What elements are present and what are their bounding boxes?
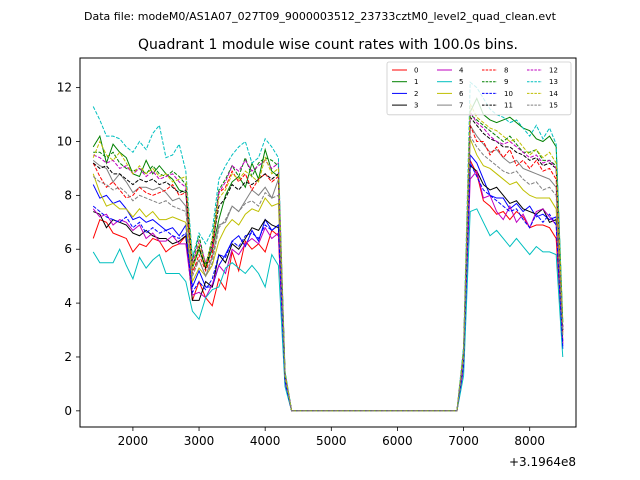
y-tick-label: 6 — [64, 242, 72, 256]
legend-label-8: 8 — [504, 67, 508, 75]
series-line-0 — [92, 160, 564, 412]
legend-label-4: 4 — [459, 67, 464, 75]
x-axis-offset-label: +3.1964e8 — [509, 455, 576, 469]
x-tick-label: 6000 — [382, 434, 413, 448]
legend-label-2: 2 — [414, 90, 418, 98]
x-tick-label: 4000 — [250, 434, 281, 448]
y-tick-label: 10 — [57, 134, 72, 148]
series-line-6 — [92, 138, 564, 412]
series-line-2 — [92, 153, 564, 412]
series-line-11 — [92, 115, 564, 412]
legend-label-11: 11 — [504, 102, 513, 110]
y-tick-label: 2 — [64, 350, 72, 364]
series-line-8 — [92, 125, 564, 412]
series-line-4 — [92, 170, 564, 412]
legend-label-12: 12 — [549, 67, 558, 75]
x-tick-label: 3000 — [184, 434, 215, 448]
x-axis-ticks: 2000 3000 4000 5000 6000 7000 8000 — [118, 427, 545, 448]
legend-box — [386, 61, 572, 116]
y-tick-label: 12 — [57, 81, 72, 95]
series-line-13 — [92, 81, 564, 412]
plot-lines — [92, 81, 564, 412]
x-tick-label: 5000 — [316, 434, 347, 448]
legend-label-10: 10 — [504, 90, 513, 98]
series-line-1 — [92, 97, 564, 412]
legend-label-7: 7 — [459, 102, 463, 110]
legend-label-15: 15 — [549, 102, 558, 110]
x-tick-label: 2000 — [118, 434, 149, 448]
y-tick-label: 4 — [64, 296, 72, 310]
legend-label-0: 0 — [414, 67, 418, 75]
series-line-12 — [93, 110, 564, 412]
legend-label-6: 6 — [459, 90, 464, 98]
y-tick-label: 8 — [64, 188, 72, 202]
series-line-3 — [93, 164, 564, 412]
x-tick-label: 8000 — [514, 434, 545, 448]
axes-frame — [79, 57, 577, 428]
legend-label-13: 13 — [549, 78, 558, 86]
series-line-5 — [92, 208, 564, 412]
legend-label-1: 1 — [414, 78, 418, 86]
legend-label-14: 14 — [549, 90, 558, 98]
legend-label-3: 3 — [414, 102, 418, 110]
y-tick-label: 0 — [64, 404, 72, 418]
series-line-14 — [92, 103, 564, 412]
series-line-9 — [93, 113, 564, 412]
chart-title: Quadrant 1 module wise count rates with … — [138, 37, 518, 53]
legend-label-5: 5 — [459, 78, 463, 86]
legend-label-9: 9 — [504, 78, 508, 86]
y-axis-ticks: 0 2 4 6 8 10 12 — [57, 81, 80, 418]
chart-suptitle: Data file: modeM0/AS1A07_027T09_90000035… — [84, 10, 557, 23]
x-tick-label: 7000 — [448, 434, 479, 448]
